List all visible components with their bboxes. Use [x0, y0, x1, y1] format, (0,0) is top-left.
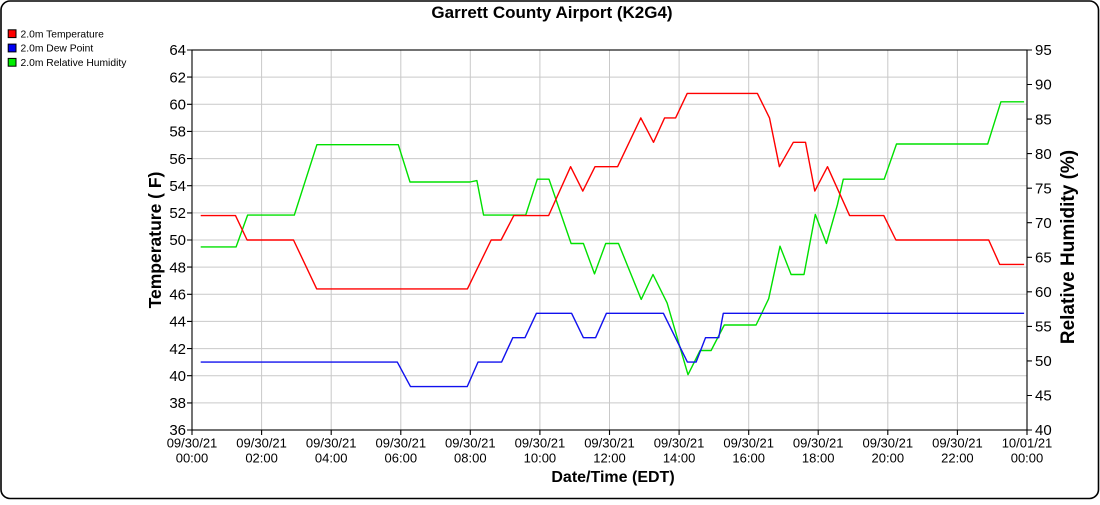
svg-text:58: 58 [169, 124, 186, 141]
svg-text:80: 80 [1035, 146, 1052, 163]
svg-text:22:00: 22:00 [941, 451, 974, 466]
svg-text:90: 90 [1035, 77, 1052, 94]
svg-text:40: 40 [169, 368, 186, 385]
svg-text:09/30/21: 09/30/21 [862, 436, 913, 451]
svg-text:2.0m Relative Humidity: 2.0m Relative Humidity [21, 58, 128, 69]
svg-text:64: 64 [169, 42, 186, 59]
svg-text:02:00: 02:00 [245, 451, 278, 466]
svg-text:09/30/21: 09/30/21 [445, 436, 496, 451]
svg-text:14:00: 14:00 [663, 451, 696, 466]
svg-text:06:00: 06:00 [385, 451, 418, 466]
svg-text:09/30/21: 09/30/21 [236, 436, 287, 451]
svg-text:46: 46 [169, 287, 186, 304]
svg-text:12:00: 12:00 [593, 451, 626, 466]
svg-text:60: 60 [1035, 284, 1052, 301]
svg-text:Garrett County Airport (K2G4): Garrett County Airport (K2G4) [431, 3, 672, 22]
svg-text:08:00: 08:00 [454, 451, 487, 466]
svg-text:55: 55 [1035, 319, 1052, 336]
svg-text:50: 50 [169, 232, 186, 249]
svg-text:Temperature ( F): Temperature ( F) [145, 172, 165, 309]
svg-text:56: 56 [169, 151, 186, 168]
svg-text:2.0m Dew Point: 2.0m Dew Point [21, 44, 94, 55]
svg-text:09/30/21: 09/30/21 [654, 436, 705, 451]
svg-text:70: 70 [1035, 215, 1052, 232]
svg-text:52: 52 [169, 205, 186, 222]
svg-text:10/01/21: 10/01/21 [1002, 436, 1053, 451]
svg-text:00:00: 00:00 [1011, 451, 1044, 466]
svg-text:20:00: 20:00 [872, 451, 905, 466]
svg-text:48: 48 [169, 259, 186, 276]
svg-text:09/30/21: 09/30/21 [932, 436, 983, 451]
svg-text:10:00: 10:00 [524, 451, 557, 466]
svg-text:09/30/21: 09/30/21 [723, 436, 774, 451]
svg-text:42: 42 [169, 341, 186, 358]
svg-text:Relative Humidity (%): Relative Humidity (%) [1058, 150, 1079, 344]
svg-text:54: 54 [169, 178, 186, 195]
svg-text:00:00: 00:00 [176, 451, 209, 466]
svg-text:09/30/21: 09/30/21 [375, 436, 426, 451]
svg-text:85: 85 [1035, 111, 1052, 128]
svg-text:04:00: 04:00 [315, 451, 348, 466]
svg-text:44: 44 [169, 314, 186, 331]
svg-text:09/30/21: 09/30/21 [793, 436, 844, 451]
svg-text:38: 38 [169, 395, 186, 412]
svg-text:Date/Time (EDT): Date/Time (EDT) [551, 469, 674, 486]
svg-text:09/30/21: 09/30/21 [515, 436, 566, 451]
svg-text:18:00: 18:00 [802, 451, 835, 466]
svg-text:60: 60 [169, 97, 186, 114]
svg-text:62: 62 [169, 69, 186, 86]
svg-text:09/30/21: 09/30/21 [167, 436, 218, 451]
svg-text:2.0m Temperature: 2.0m Temperature [21, 29, 105, 40]
svg-text:16:00: 16:00 [732, 451, 765, 466]
svg-text:50: 50 [1035, 353, 1052, 370]
svg-text:40: 40 [1035, 422, 1052, 439]
svg-text:65: 65 [1035, 250, 1052, 267]
svg-text:09/30/21: 09/30/21 [306, 436, 357, 451]
svg-text:75: 75 [1035, 180, 1052, 197]
svg-text:45: 45 [1035, 388, 1052, 405]
svg-text:09/30/21: 09/30/21 [584, 436, 635, 451]
svg-text:95: 95 [1035, 42, 1052, 59]
svg-text:36: 36 [169, 422, 186, 439]
